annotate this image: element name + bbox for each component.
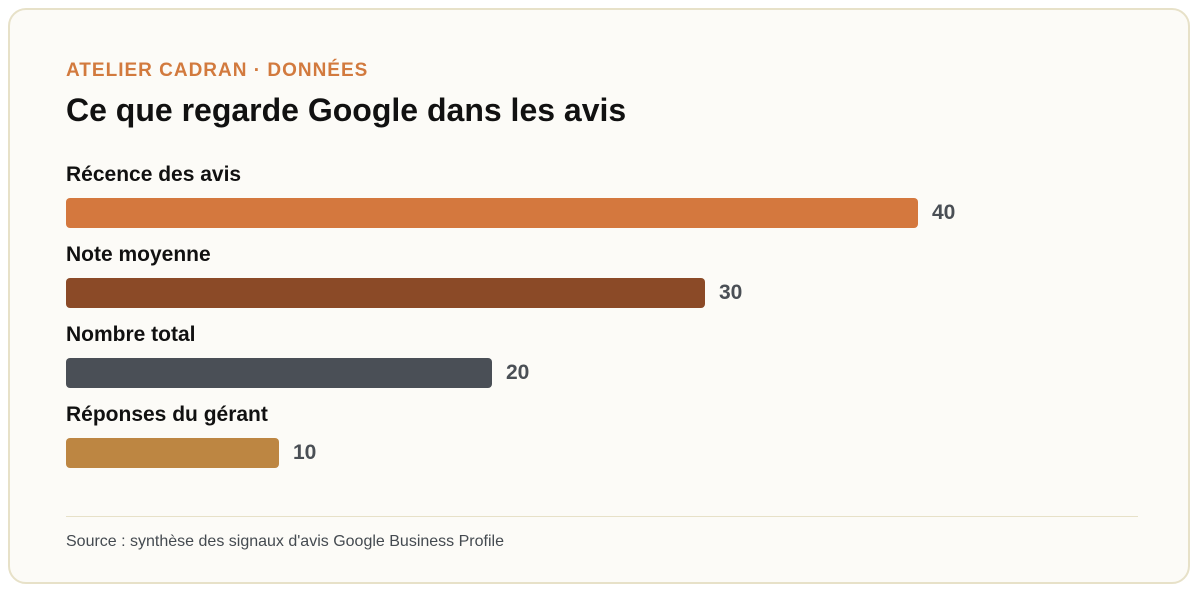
- bar-chart: Récence des avis 40 Note moyenne 30 Nombre t…: [66, 160, 1126, 490]
- chart-title: Ce que regarde Google dans les avis: [66, 92, 627, 128]
- source-note: Source : synthèse des signaux d'avis Goo…: [66, 533, 504, 550]
- bar-row: Nombre total 20: [66, 320, 1126, 400]
- category-label: Récence des avis: [66, 163, 242, 186]
- bar-value-label: 30: [719, 281, 743, 304]
- bar: [66, 358, 492, 388]
- divider: [66, 516, 1138, 517]
- bar-value-label: 10: [293, 441, 317, 464]
- eyebrow-label: ATELIER CADRAN · DONNÉES: [66, 60, 369, 81]
- category-label: Note moyenne: [66, 243, 211, 266]
- category-label: Réponses du gérant: [66, 403, 268, 426]
- bar: [66, 198, 918, 228]
- bar: [66, 438, 279, 468]
- bar-value-label: 40: [932, 201, 956, 224]
- bar: [66, 278, 705, 308]
- bar-row: Récence des avis 40: [66, 160, 1126, 240]
- category-label: Nombre total: [66, 323, 196, 346]
- bar-row: Note moyenne 30: [66, 240, 1126, 320]
- bar-row: Réponses du gérant 10: [66, 400, 1126, 480]
- bar-value-label: 20: [506, 361, 530, 384]
- chart-card: ATELIER CADRAN · DONNÉES Ce que regarde …: [8, 8, 1190, 584]
